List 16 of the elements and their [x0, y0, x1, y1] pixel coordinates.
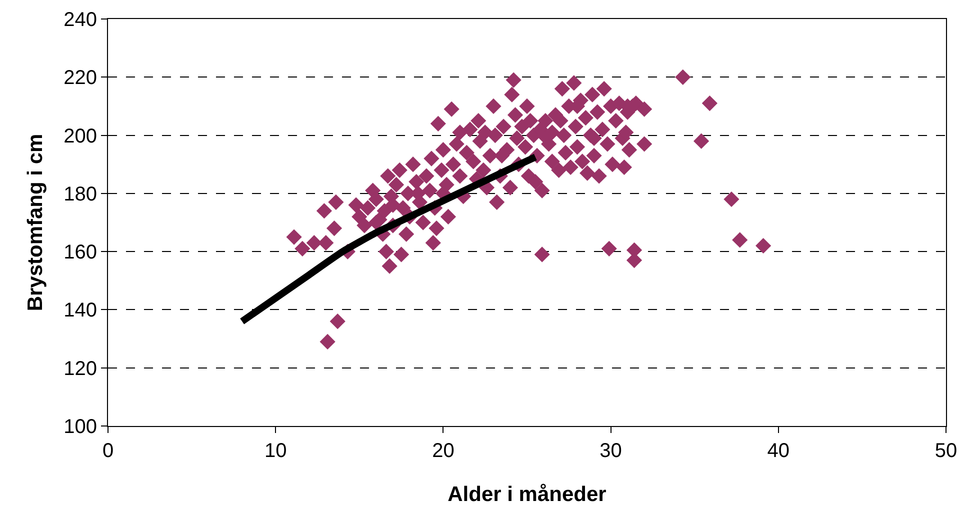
y-axis-title: Brystomfang i cm — [24, 134, 47, 312]
y-tick-label: 240 — [64, 9, 97, 31]
x-tick-label: 30 — [600, 440, 622, 462]
y-tick-label: 100 — [64, 416, 97, 438]
x-tick-label: 50 — [934, 440, 958, 462]
x-tick-label: 0 — [102, 440, 114, 462]
y-tick-label: 160 — [64, 242, 97, 264]
y-tick-label: 180 — [64, 183, 97, 206]
x-tick-label: 20 — [432, 440, 454, 462]
x-tick-label: 40 — [767, 440, 790, 462]
x-tick-label: 10 — [264, 440, 287, 462]
y-tick-label: 140 — [64, 300, 97, 322]
x-axis-title: Alder i måneder — [448, 483, 606, 506]
y-tick-label: 200 — [64, 125, 97, 148]
y-tick-label: 120 — [64, 358, 97, 380]
y-tick-label: 220 — [64, 67, 97, 90]
